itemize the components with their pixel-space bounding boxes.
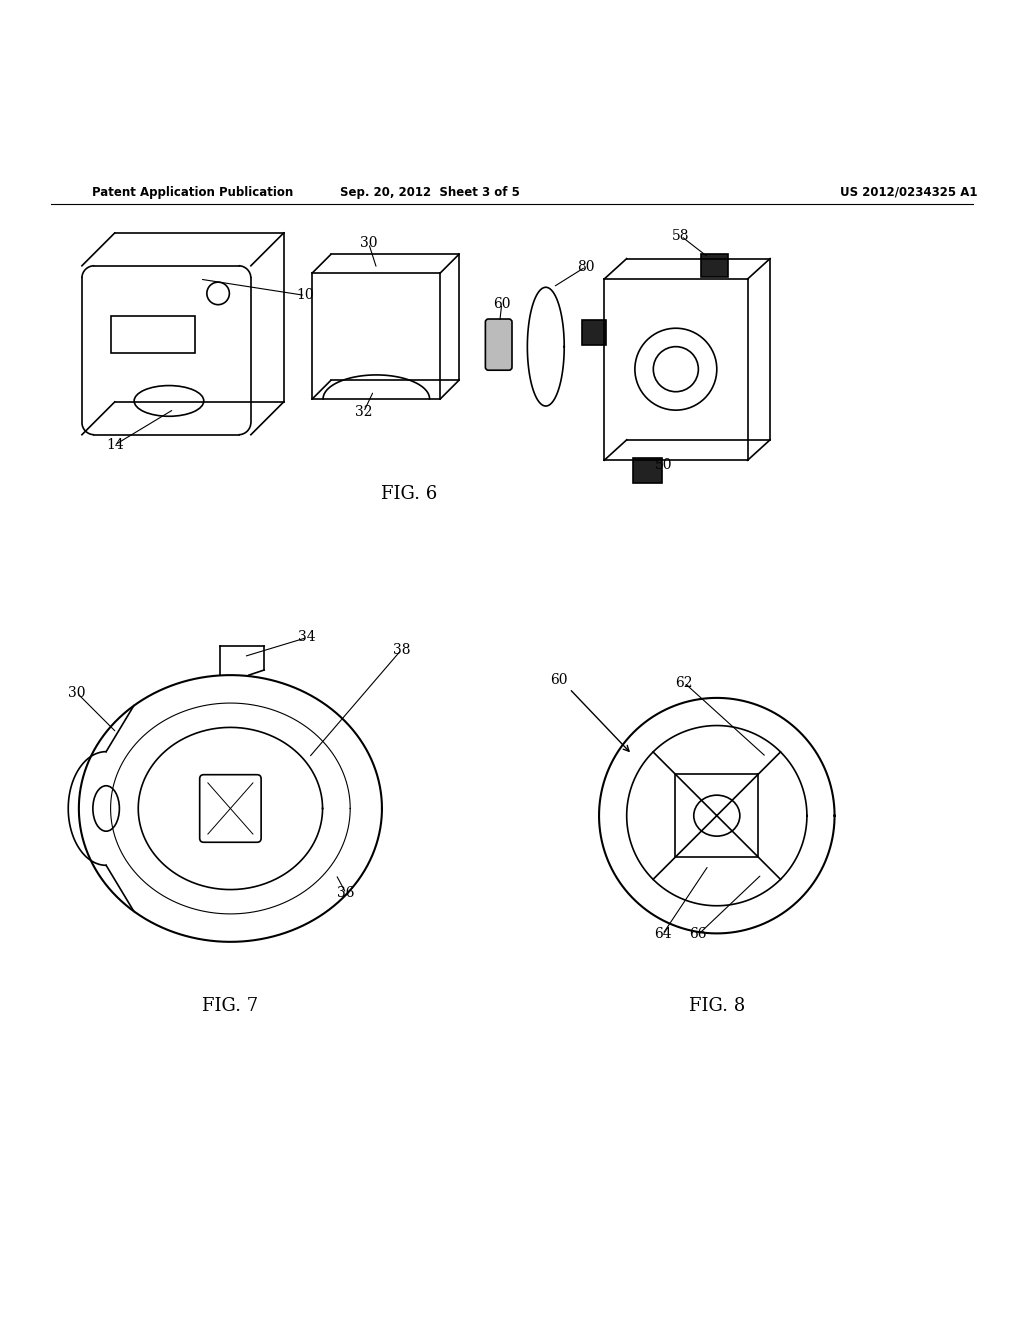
Text: 30: 30	[359, 236, 378, 251]
Bar	[111, 315, 195, 352]
Text: Patent Application Publication: Patent Application Publication	[92, 186, 294, 198]
Text: 34: 34	[298, 631, 316, 644]
FancyBboxPatch shape	[485, 319, 512, 370]
Text: 60: 60	[550, 673, 568, 688]
Text: Sep. 20, 2012  Sheet 3 of 5: Sep. 20, 2012 Sheet 3 of 5	[340, 186, 520, 198]
Bar	[582, 319, 606, 345]
Text: US 2012/0234325 A1: US 2012/0234325 A1	[840, 186, 977, 198]
Text: 80: 80	[577, 260, 595, 273]
Text: 60: 60	[493, 297, 511, 310]
Text: 66: 66	[689, 928, 708, 941]
Text: FIG. 8: FIG. 8	[689, 997, 744, 1015]
Text: 14: 14	[105, 438, 124, 451]
Text: 58: 58	[672, 230, 690, 243]
Text: 38: 38	[392, 643, 411, 657]
Text: FIG. 7: FIG. 7	[203, 997, 258, 1015]
Text: 64: 64	[653, 928, 672, 941]
Text: 30: 30	[68, 686, 86, 700]
Text: 36: 36	[337, 887, 355, 900]
Text: FIG. 6: FIG. 6	[382, 486, 437, 503]
Bar	[701, 255, 728, 277]
Text: 32: 32	[354, 405, 373, 420]
Text: 10: 10	[296, 289, 314, 302]
Bar	[633, 458, 662, 483]
Text: 62: 62	[675, 676, 693, 689]
Text: 50: 50	[654, 458, 673, 473]
